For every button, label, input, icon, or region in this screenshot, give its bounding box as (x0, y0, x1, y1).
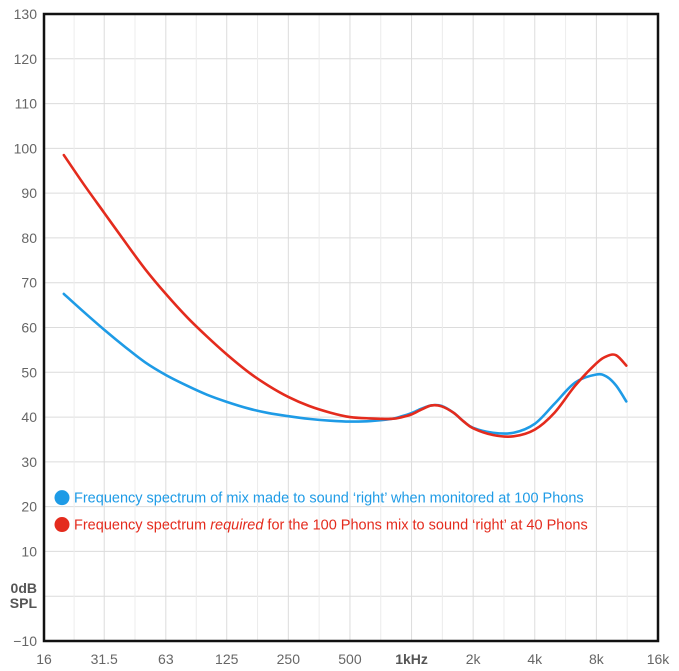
y-tick-label: 30 (21, 454, 37, 470)
x-tick-label: 250 (277, 651, 301, 667)
x-tick-label: 8k (589, 651, 605, 667)
legend-swatch-red (54, 517, 70, 533)
legend-entry-red: Frequency spectrum required for the 100 … (74, 518, 588, 534)
y-axis-ticks: 130 120 110 100 90 80 70 60 50 40 30 20 10 −10 (13, 6, 37, 649)
y-tick-label: 90 (21, 185, 37, 201)
x-tick-label: 2k (466, 651, 482, 667)
y-tick-label: 10 (21, 543, 37, 559)
x-tick-label: 4k (527, 651, 543, 667)
y-tick-label: 80 (21, 230, 37, 246)
series-line-blue (62, 292, 628, 435)
y-tick-label: 100 (14, 140, 38, 156)
x-tick-label: 500 (338, 651, 362, 667)
y-tick-label: 20 (21, 499, 37, 515)
chart-grid (43, 13, 659, 642)
x-tick-label: 31.5 (91, 651, 118, 667)
x-tick-label: 63 (158, 651, 174, 667)
series-line-red (62, 153, 628, 438)
x-tick-label: 1kHz (395, 651, 428, 667)
x-axis-ticks: 16 31.5 63 125 250 500 1kHz 2k 4k 8k 16k (36, 651, 670, 667)
chart-series (62, 153, 628, 438)
y-tick-label: 40 (21, 409, 37, 425)
legend-swatch-blue (54, 490, 70, 506)
y-tick-label: 50 (21, 364, 37, 380)
y-tick-label: −10 (13, 633, 37, 649)
zero-label-line: 0dB (11, 580, 37, 596)
y-tick-label: 70 (21, 275, 37, 291)
y-tick-label: 130 (14, 6, 38, 22)
x-tick-label: 16k (647, 651, 671, 667)
y-tick-label: 60 (21, 320, 37, 336)
chart-legend: Frequency spectrum of mix made to sound … (54, 490, 588, 534)
zero-label-line: SPL (10, 595, 38, 611)
plot-frame (42, 12, 660, 643)
y-tick-label: 120 (14, 51, 38, 67)
x-tick-label: 125 (215, 651, 239, 667)
y-tick-label: 110 (15, 96, 38, 112)
legend-entry-blue: Frequency spectrum of mix made to sound … (74, 491, 584, 507)
x-tick-label: 16 (36, 651, 52, 667)
